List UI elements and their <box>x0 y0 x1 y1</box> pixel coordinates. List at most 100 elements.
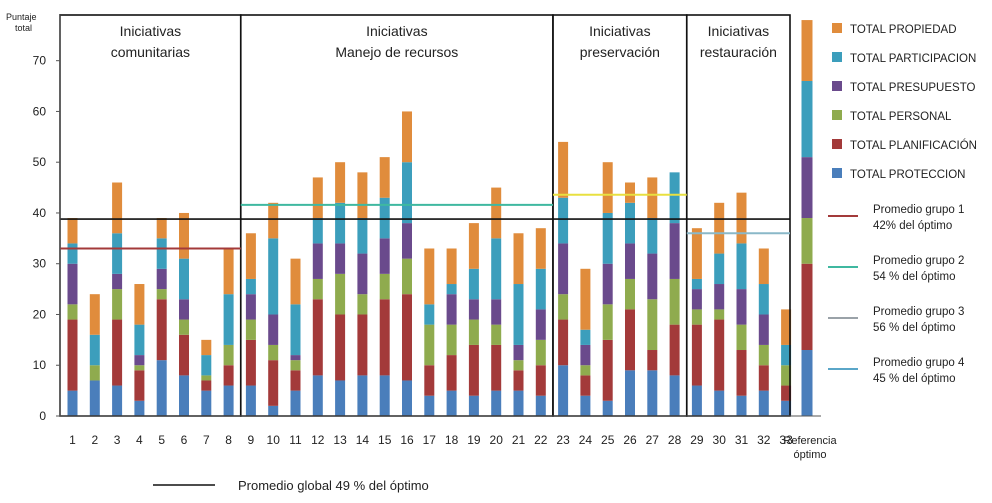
bar-segment <box>513 344 524 361</box>
bar-segment <box>223 294 234 345</box>
y-tick-label: 60 <box>33 104 47 118</box>
bar-segment <box>268 314 279 345</box>
bar-segment <box>335 202 346 244</box>
bar-segment <box>647 218 658 254</box>
y-tick-label: 40 <box>33 206 47 220</box>
x-tick-label: 15 <box>378 433 392 447</box>
bar-segment <box>446 390 457 416</box>
bar-segment <box>580 329 591 345</box>
x-tick-label: 20 <box>490 433 504 447</box>
bar-segment <box>312 278 323 300</box>
bar-segment <box>669 278 680 325</box>
bar-segment <box>736 243 747 290</box>
legend-label: TOTAL PROPIEDAD <box>850 24 957 36</box>
x-tick-label: 17 <box>423 433 437 447</box>
bar-segment <box>446 355 457 391</box>
bar-segment <box>67 263 78 305</box>
average-legend-label: Promedio grupo 2 <box>873 255 964 267</box>
bar-segment <box>424 248 435 305</box>
bar-segment <box>290 390 301 416</box>
bar-segment <box>625 243 635 279</box>
bar-segment <box>580 375 591 396</box>
bar-segment <box>67 390 78 416</box>
bar-segment <box>335 314 346 381</box>
x-tick-label: 29 <box>690 433 704 447</box>
group-title: restauración <box>700 44 777 60</box>
bar-segment <box>379 299 390 376</box>
group-title: Iniciativas <box>708 23 769 39</box>
bar-segment <box>268 344 279 361</box>
x-tick-label: 22 <box>534 433 548 447</box>
bar-segment <box>602 162 613 213</box>
bar-segment <box>402 111 412 163</box>
bar-segment <box>89 365 100 381</box>
bar-segment <box>112 385 123 416</box>
bar-segment <box>179 212 189 259</box>
bar-segment <box>357 314 368 376</box>
bar-segment <box>156 289 167 300</box>
group-title: Manejo de recursos <box>335 44 458 60</box>
bar-segment <box>357 375 368 416</box>
average-legend-label: 56 % del óptimo <box>873 322 955 334</box>
x-tick-label: 8 <box>225 433 232 447</box>
legend-swatch <box>832 168 842 178</box>
bar-segment <box>781 400 792 416</box>
bar-segment <box>134 365 145 371</box>
bar-segment <box>468 223 479 269</box>
bar-segment <box>223 365 234 386</box>
y-axis-title: total <box>15 23 32 33</box>
reference-bar-segment <box>801 157 813 219</box>
bar-segment <box>424 365 435 396</box>
average-legend-label: Promedio grupo 1 <box>873 204 964 216</box>
bar-segment <box>714 202 725 254</box>
group-title: preservación <box>580 44 660 60</box>
x-tick-label: 23 <box>556 433 570 447</box>
x-tick-label: 32 <box>757 433 771 447</box>
legend-swatch <box>832 52 842 62</box>
bar-segment <box>714 284 725 310</box>
bar-segment <box>134 355 145 366</box>
y-tick-label: 0 <box>39 409 46 423</box>
bar-segment <box>602 212 613 264</box>
bar-segment <box>781 309 792 345</box>
bar-segment <box>312 299 323 376</box>
bar-segment <box>67 243 78 264</box>
bar-segment <box>558 319 569 366</box>
bar-segment <box>535 228 546 269</box>
bar-segment <box>268 202 279 239</box>
bar-segment <box>669 324 680 376</box>
bar-segment <box>112 182 123 234</box>
x-tick-label: 25 <box>601 433 615 447</box>
bar-segment <box>736 395 747 416</box>
bar-segment <box>112 273 123 290</box>
bar-segment <box>513 390 524 416</box>
bar-segment <box>468 319 479 345</box>
bar-segment <box>647 299 658 351</box>
bar-segment <box>290 258 301 305</box>
bar-segment <box>156 218 167 239</box>
bar-segment <box>691 278 702 290</box>
bar-segment <box>468 268 479 300</box>
bar-segment <box>379 375 390 416</box>
x-tick-label: 19 <box>467 433 481 447</box>
bar-segment <box>491 238 502 300</box>
bar-segment <box>714 253 725 285</box>
bar-segment <box>134 284 145 325</box>
bar-segment <box>602 263 613 305</box>
bar-segment <box>179 334 189 376</box>
x-tick-label: 18 <box>445 433 459 447</box>
bar-segment <box>602 304 613 340</box>
bar-segment <box>580 344 591 366</box>
x-tick-label: 21 <box>512 433 526 447</box>
y-tick-label: 30 <box>33 257 47 271</box>
x-tick-label: 10 <box>267 433 281 447</box>
bar-segment <box>156 299 167 361</box>
x-tick-label: 30 <box>713 433 727 447</box>
bar-segment <box>781 365 792 386</box>
bar-segment <box>402 380 412 416</box>
bar-segment <box>268 405 279 416</box>
bar-segment <box>156 360 167 416</box>
bar-segment <box>513 360 524 371</box>
bar-segment <box>268 360 279 406</box>
